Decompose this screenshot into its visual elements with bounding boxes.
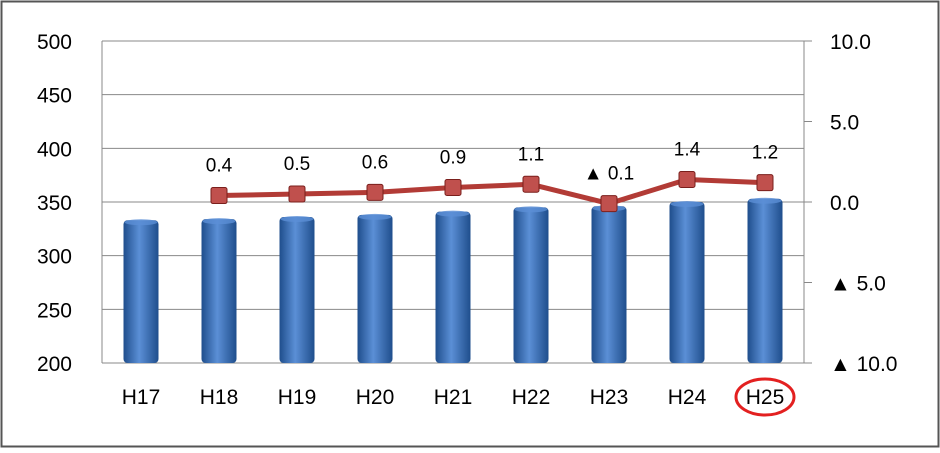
data-label: 0.6 [362, 152, 388, 173]
bar-top-highlight [748, 197, 782, 204]
bar [201, 219, 237, 363]
line-marker [366, 183, 384, 201]
bar [357, 214, 393, 363]
line-marker [756, 174, 774, 192]
x-tick-label: H19 [278, 386, 317, 409]
right-tick-label: ▲ 5.0 [830, 273, 886, 296]
bar [435, 211, 471, 363]
data-label: 0.5 [284, 154, 310, 175]
left-tick-label: 250 [37, 299, 72, 322]
line-marker [522, 175, 540, 193]
right-tick-label: ▲ 10.0 [830, 353, 898, 376]
bar-top-highlight [124, 219, 158, 226]
bar-top-highlight [670, 201, 704, 207]
left-tick-label: 200 [37, 353, 72, 376]
left-tick-label: 500 [37, 31, 72, 54]
data-label: 1.1 [518, 144, 544, 165]
x-tick-label: H18 [200, 386, 239, 409]
data-label: 1.4 [674, 139, 701, 160]
line-marker [600, 195, 618, 213]
bar-top-highlight [358, 213, 392, 220]
line-marker [444, 179, 462, 197]
x-tick-label: H17 [122, 386, 161, 409]
left-tick-label: 350 [37, 192, 72, 215]
bar-top-highlight [514, 206, 548, 213]
x-tick-label: H23 [590, 386, 629, 409]
data-label: ▲ 0.1 [584, 164, 635, 185]
x-tick-label: H20 [356, 386, 395, 409]
right-tick-label: 0.0 [830, 192, 859, 215]
data-label: 0.4 [206, 156, 233, 177]
bar [669, 202, 705, 363]
x-tick-label: H21 [434, 386, 473, 409]
line-marker [288, 185, 306, 203]
right-tick-label: 10.0 [830, 31, 871, 54]
x-tick-label: H25 [746, 386, 785, 409]
line-marker [210, 187, 228, 205]
highlight-circle [734, 377, 796, 417]
left-tick-label: 450 [37, 85, 72, 108]
bar [513, 207, 549, 363]
line-series [218, 176, 766, 207]
right-tick-label: 5.0 [830, 112, 859, 135]
line-marker [678, 170, 696, 188]
left-tick-label: 300 [37, 246, 72, 269]
bar-top-highlight [202, 218, 236, 225]
x-tick-label: H24 [668, 386, 707, 409]
left-tick-label: 400 [37, 138, 72, 161]
bar [591, 206, 627, 363]
bar-top-highlight [280, 216, 314, 223]
bar [279, 217, 315, 363]
x-tick-label: H22 [512, 386, 551, 409]
data-label: 1.2 [752, 143, 778, 164]
bar [123, 220, 159, 363]
bar [747, 198, 783, 363]
data-label: 0.9 [440, 148, 466, 169]
bar-top-highlight [436, 210, 470, 217]
